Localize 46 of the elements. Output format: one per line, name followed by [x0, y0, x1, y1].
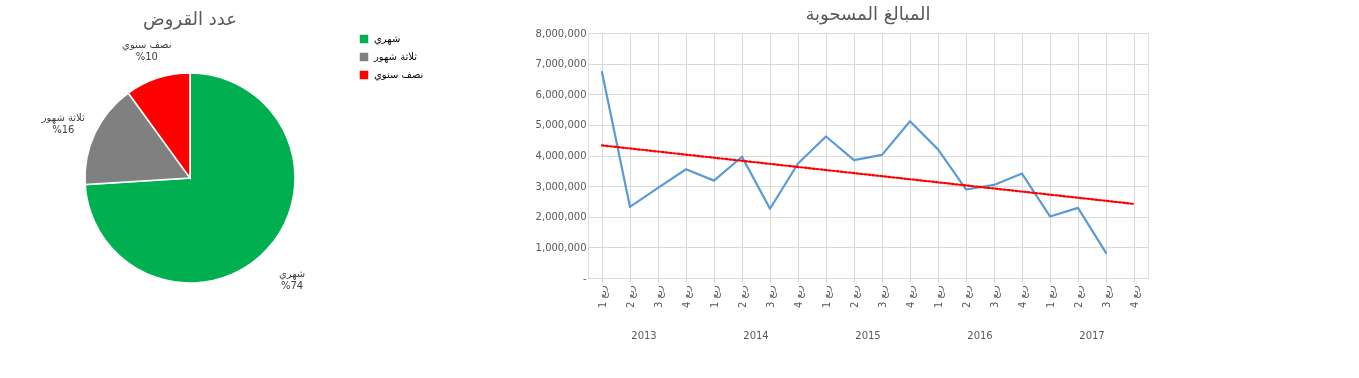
slice-label: نصف سنوي: [122, 38, 172, 51]
x-tick-label: ربع 3: [652, 285, 665, 308]
text: 2013: [631, 330, 657, 341]
x-tick-label: ربع 4: [792, 285, 805, 308]
y-tick-label: 2,000,000: [535, 211, 587, 223]
x-tick-label: ربع 2: [736, 285, 749, 308]
x-tick-label: ربع 3: [764, 285, 777, 308]
text: 2017: [1079, 330, 1105, 341]
slice-label: ثلاثة شهور: [40, 112, 86, 125]
x-tick-label: ربع 4: [904, 285, 917, 308]
legend-label: شهري: [374, 33, 401, 45]
line-series: [600, 71, 1108, 254]
text: 2016: [967, 330, 993, 341]
y-tick-label: -: [582, 272, 587, 284]
text: 2014: [743, 330, 769, 341]
x-tick-label: ربع 2: [960, 285, 973, 308]
y-tick-label: 6,000,000: [535, 88, 587, 100]
y-tick-label: 8,000,000: [535, 27, 587, 39]
x-tick-label: ربع 3: [876, 285, 889, 308]
x-tick-label: ربع 2: [1072, 285, 1085, 308]
x-tick-label: ربع 2: [848, 285, 861, 308]
chart-title: المبالغ المسحوبة: [805, 3, 931, 25]
x-tick-label: ربع 4: [1016, 285, 1029, 308]
slice-label: شهري: [278, 267, 306, 280]
x-tick-label: ربع 1: [708, 285, 721, 308]
legend-label: نصف سنوي: [374, 69, 424, 81]
x-tick-label: ربع 1: [932, 285, 945, 308]
x-tick-label: ربع 1: [1044, 285, 1057, 308]
data-label: %74: [280, 279, 304, 291]
y-tick-label: 7,000,000: [535, 58, 587, 70]
x-tick-label: ربع 3: [1100, 285, 1113, 308]
data-label: %16: [52, 124, 75, 136]
x-tick-label: ربع 4: [680, 285, 693, 308]
y-tick-label: 4,000,000: [535, 150, 587, 161]
x-tick-label: ربع 3: [988, 285, 1001, 308]
data-label: %10: [135, 50, 158, 62]
legend-label: ثلاثة شهور: [373, 51, 418, 63]
x-tick-label: ربع 2: [624, 285, 637, 308]
chart-title: عدد القروض: [143, 8, 237, 30]
y-tick-label: 3,000,000: [535, 180, 587, 192]
x-tick-label: ربع 4: [1128, 285, 1141, 308]
x-tick-label: ربع 1: [820, 285, 833, 308]
y-tick-label: 5,000,000: [535, 119, 587, 131]
y-tick-label: 1,000,000: [535, 241, 587, 253]
x-tick-label: ربع 1: [596, 285, 609, 308]
text: 2015: [855, 330, 881, 341]
